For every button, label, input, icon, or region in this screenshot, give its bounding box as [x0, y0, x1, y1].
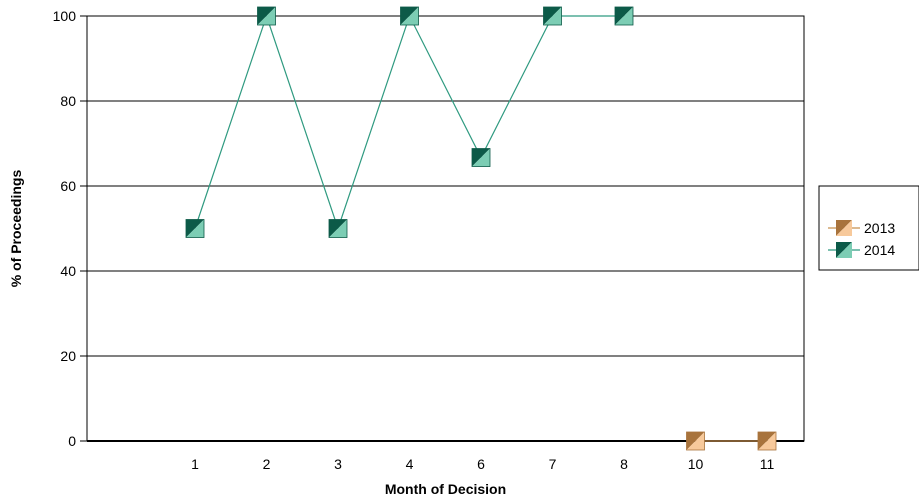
- y-tick-label: 20: [60, 348, 76, 364]
- y-tick-label: 60: [60, 178, 76, 194]
- data-point: [400, 6, 419, 26]
- x-tick-label: 7: [549, 456, 557, 472]
- series-group: [185, 6, 777, 451]
- y-tick-label: 100: [53, 8, 77, 24]
- y-tick-label: 40: [60, 263, 76, 279]
- x-tick-label: 10: [688, 456, 704, 472]
- data-point: [686, 431, 705, 451]
- data-point: [257, 6, 276, 26]
- legend-label: 2013: [864, 220, 895, 236]
- data-point: [185, 219, 205, 238]
- x-tick-label: 4: [406, 456, 414, 472]
- data-point: [328, 219, 348, 238]
- y-axis-title: % of Proceedings: [8, 170, 24, 288]
- x-axis-title: Month of Decision: [385, 481, 506, 497]
- legend: 2013 2014: [818, 185, 919, 271]
- y-axis-ticks: 0 20 40 60 80 100: [53, 8, 87, 449]
- x-tick-label: 1: [191, 456, 199, 472]
- series-line: [194, 14, 624, 231]
- x-tick-label: 2: [263, 456, 271, 472]
- series-2013: [686, 431, 777, 451]
- data-point: [471, 148, 491, 167]
- legend-item-2014: 2014: [828, 242, 895, 258]
- data-point: [543, 6, 562, 26]
- x-tick-label: 8: [620, 456, 628, 472]
- series-2014: [185, 6, 634, 238]
- y-tick-label: 0: [68, 433, 76, 449]
- plot-area: [86, 15, 805, 442]
- data-point: [757, 431, 777, 451]
- legend-item-2013: 2013: [828, 220, 895, 236]
- x-tick-label: 6: [477, 456, 485, 472]
- x-tick-label: 11: [760, 456, 775, 472]
- y-tick-label: 80: [60, 93, 76, 109]
- legend-label: 2014: [864, 242, 895, 258]
- x-axis-ticks: 1 2 3 4 6 7 8 10 11: [191, 456, 774, 472]
- x-tick-label: 3: [334, 456, 342, 472]
- data-point: [614, 6, 634, 26]
